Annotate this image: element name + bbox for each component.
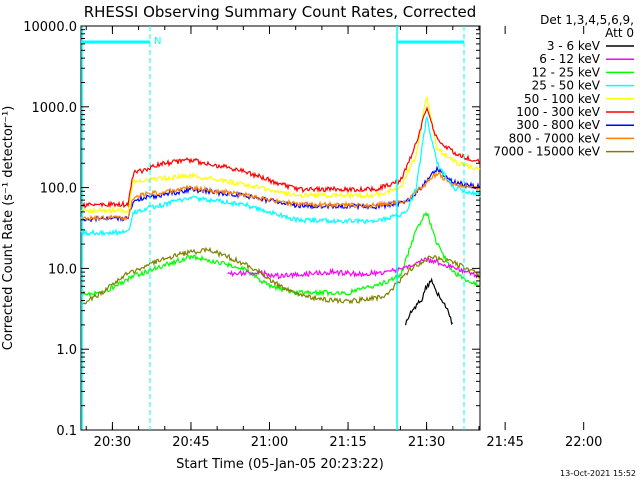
legend-entry-label: 12 - 25 keV: [532, 65, 601, 79]
legend-header: Det 1,3,4,5,6,9,: [540, 13, 634, 27]
x-tick-label: 20:45: [172, 435, 209, 450]
series-line: [80, 96, 481, 215]
flag-label: N: [154, 36, 161, 47]
y-tick-label: 0.1: [56, 424, 77, 439]
y-axis-label: Corrected Count Rate (s⁻¹ detector⁻¹): [1, 106, 16, 351]
y-axis-ticks: 0.1 1.0 10.0 100.0 1000.0 10000.0: [23, 20, 480, 439]
legend-entry-label: 300 - 800 keV: [516, 118, 600, 132]
plot-frame: [80, 25, 481, 431]
x-tick-label: 20:30: [94, 435, 131, 450]
x-tick-label: 21:15: [329, 435, 366, 450]
legend-entry-label: 100 - 300 keV: [516, 105, 600, 119]
y-tick-label: 100.0: [40, 182, 77, 197]
legend-entry-label: 25 - 50 keV: [532, 79, 601, 93]
legend-entry-label: 50 - 100 keV: [524, 92, 601, 106]
series-line: [80, 105, 481, 209]
legend-entry-label: 3 - 6 keV: [547, 39, 601, 53]
x-tick-label: 21:00: [251, 435, 288, 450]
series-line: [80, 246, 481, 306]
time-markers: N: [81, 26, 465, 430]
series-line: [405, 277, 454, 326]
y-tick-label: 1000.0: [32, 101, 78, 116]
legend-header: Att 0: [605, 26, 634, 40]
x-axis-ticks: 20:30 20:45 21:00 21:15 21:30 21:45 22:00: [85, 26, 602, 450]
x-axis-label: Start Time (05-Jan-05 20:23:22): [176, 457, 384, 472]
legend-entry-label: 800 - 7000 keV: [509, 131, 601, 145]
y-tick-label: 1.0: [56, 343, 77, 358]
y-tick-label: 10.0: [48, 262, 77, 277]
series-lines: [80, 96, 481, 326]
series-line: [80, 211, 481, 298]
footer-timestamp: 13-Oct-2021 15:52: [560, 469, 636, 478]
y-tick-label: 10000.0: [23, 20, 77, 35]
legend-entry-label: 6 - 12 keV: [539, 52, 601, 66]
x-tick-label: 21:45: [486, 435, 523, 450]
series-line: [80, 115, 481, 237]
legend-entry-label: 7000 - 15000 keV: [493, 145, 600, 159]
plot-area: [80, 25, 481, 431]
chart-title: RHESSI Observing Summary Count Rates, Co…: [84, 3, 477, 21]
x-tick-label: 22:00: [565, 435, 602, 450]
x-tick-label: 21:30: [408, 435, 445, 450]
